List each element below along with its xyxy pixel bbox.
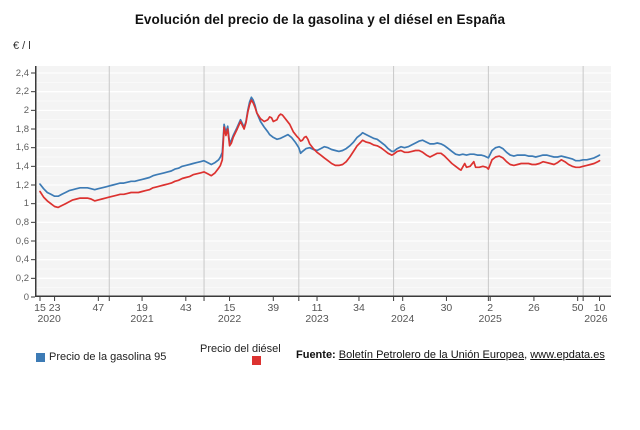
x-tick-label: 6 (399, 302, 406, 314)
source-line: Fuente: Boletín Petrolero de la Unión Eu… (296, 349, 616, 361)
y-tick-label: 1,8 (15, 123, 29, 135)
x-tick-label: 30 (440, 302, 453, 314)
x-tick-label: 15 (34, 302, 46, 314)
x-tick-label: 47 (92, 302, 105, 314)
x-year-label: 2025 (478, 313, 502, 325)
source-prefix: Fuente: (296, 349, 336, 361)
legend-swatch-gasolina-icon[interactable] (36, 353, 45, 362)
legend-label-diesel[interactable]: Precio del diésel (200, 343, 281, 355)
x-year-label: 2023 (305, 313, 329, 325)
legend-swatch-diesel-icon[interactable] (252, 356, 261, 365)
source-link-boletin[interactable]: Boletín Petrolero de la Unión Europea (338, 349, 525, 361)
y-tick-label: 0,8 (15, 216, 29, 228)
x-tick-label: 19 (136, 302, 148, 314)
x-tick-label: 11 (311, 302, 323, 314)
diesel-line[interactable] (39, 99, 601, 209)
x-tick-label: 2 (487, 302, 494, 314)
legend-label-gasolina[interactable]: Precio de la gasolina 95 (49, 351, 167, 363)
x-tick-label: 43 (179, 302, 192, 314)
y-tick-label: 0,4 (15, 254, 29, 266)
x-tick-label: 50 (571, 302, 584, 314)
y-tick-label: 1,2 (15, 179, 29, 191)
y-tick-label: 0 (23, 291, 29, 303)
x-tick-label: 26 (528, 302, 540, 314)
y-tick-label: 2,4 (15, 67, 29, 79)
x-year-label: 2020 (37, 313, 61, 325)
y-tick-label: 0,2 (15, 272, 29, 284)
plot-area: 0 0,2 0,4 0,6 0,8 1 1,2 1,4 1,6 1,8 2 2,2 2,4 15 23 47 1… (16, 66, 611, 325)
x-year-label: 2024 (391, 313, 415, 325)
source-link-epdata[interactable]: www.epdata.es (530, 349, 605, 361)
x-tick-label: 39 (267, 302, 280, 314)
gasoline-95-line[interactable] (39, 96, 601, 198)
source-separator: , (524, 349, 531, 361)
y-tick-label: 1,6 (15, 142, 29, 154)
chart-svg (31, 66, 611, 301)
x-tick-label: 15 (223, 302, 236, 314)
x-year-label: 2026 (584, 313, 608, 325)
x-year-label: 2021 (130, 313, 154, 325)
y-axis-unit-label: € / l (13, 40, 31, 52)
page-title: Evolución del precio de la gasolina y el… (134, 12, 506, 27)
x-year-label: 2022 (217, 313, 242, 325)
y-tick-label: 2,2 (15, 86, 29, 98)
y-tick-label: 0,6 (15, 235, 29, 247)
y-tick-label: 1,4 (15, 160, 29, 172)
x-tick-label: 23 (48, 302, 61, 314)
x-tick-label: 34 (353, 302, 365, 314)
x-tick-label: 10 (593, 302, 606, 314)
y-tick-label: 2 (23, 104, 29, 116)
y-tick-label: 1 (23, 198, 29, 210)
